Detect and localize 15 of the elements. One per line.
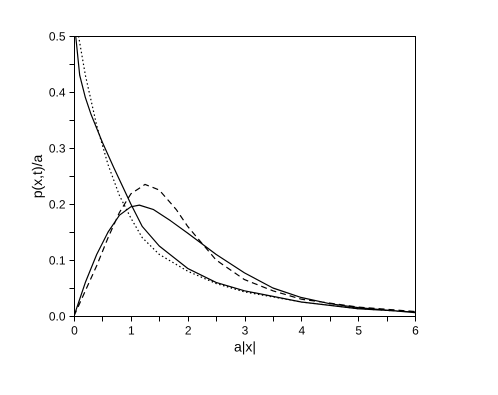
x-tick-label: 4 (298, 324, 306, 338)
y-tick-label: 0.3 (48, 142, 66, 156)
x-tick-label: 3 (242, 324, 249, 338)
y-tick-label: 0.0 (48, 310, 66, 324)
y-tick-label: 0.4 (48, 86, 66, 100)
x-tick-label: 1 (128, 324, 135, 338)
y-axis-title: p(x,t)/a (28, 154, 45, 198)
y-tick-label: 0.2 (48, 198, 66, 212)
x-axis-title: a|x| (234, 338, 256, 354)
x-tick-label: 0 (71, 324, 78, 338)
x-tick-label: 6 (412, 324, 420, 338)
x-tick-label: 5 (355, 324, 362, 338)
y-tick-label: 0.1 (48, 254, 66, 268)
y-tick-label: 0.5 (48, 30, 66, 44)
x-tick-label: 2 (184, 324, 192, 338)
